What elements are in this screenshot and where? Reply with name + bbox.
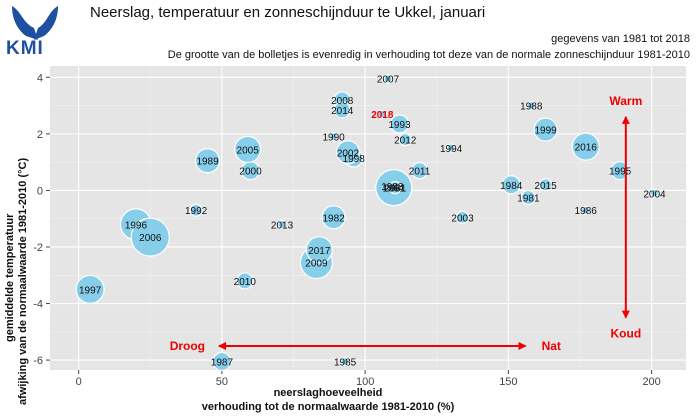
x-tick-label: 100	[356, 376, 374, 388]
data-point-label: 1981	[517, 193, 540, 204]
data-point-bubble	[389, 114, 410, 134]
data-point-bubble	[212, 351, 232, 372]
x-axis-subtitle: verhouding tot de normaalwaarde 1981-201…	[202, 401, 455, 413]
data-point-bubble	[526, 100, 536, 111]
data-point-label: 2001	[384, 184, 407, 195]
data-point-label: 2006	[139, 233, 162, 244]
data-point-label: 1995	[609, 167, 632, 178]
annotation-nat: Nat	[542, 339, 561, 353]
data-point-label: 1990	[322, 133, 345, 144]
data-point-bubble	[649, 188, 660, 198]
data-point-label: 1988	[520, 102, 543, 113]
data-point-label: 1984	[500, 181, 523, 192]
data-point-bubble	[329, 132, 339, 142]
x-axis-title: neerslaghoeveelheid	[274, 387, 383, 399]
data-point-bubble	[321, 205, 346, 230]
data-point-bubble	[335, 140, 361, 165]
data-point-label: 1986	[575, 206, 598, 217]
data-point-label: 2009	[305, 259, 328, 270]
chart-title: Neerslag, temperatuur en zonneschijnduur…	[90, 4, 486, 21]
data-point-bubble	[520, 189, 537, 206]
data-point-label: 1987	[211, 358, 234, 369]
data-point-bubble	[446, 143, 456, 153]
data-point-label: 2018	[371, 110, 394, 121]
data-point-label: 2012	[394, 136, 417, 147]
data-point-label: 2003	[451, 213, 474, 224]
chart-subtitle-bubble-note: De grootte van de bolletjes is evenredig…	[167, 49, 690, 61]
data-point-bubble	[305, 236, 333, 264]
data-point-label: 2008	[331, 96, 354, 107]
data-point-label: 1998	[343, 154, 366, 165]
x-tick-label: 150	[499, 376, 517, 388]
data-point-bubble	[398, 132, 412, 147]
y-tick-label: -6	[33, 355, 43, 367]
data-point-label: 1991	[383, 184, 406, 195]
data-point-label: 1982	[322, 213, 345, 224]
data-point-label: 2007	[377, 75, 400, 86]
data-point-bubble	[501, 175, 521, 195]
annotation-droog: Droog	[170, 339, 205, 353]
data-point-label: 1983	[381, 182, 404, 193]
data-point-bubble	[236, 272, 254, 290]
x-tick-label: 50	[216, 376, 228, 388]
data-point-label: 2011	[409, 167, 431, 178]
data-point-bubble	[383, 74, 393, 84]
y-tick-label: 2	[37, 129, 43, 141]
data-point-label: 2000	[239, 167, 262, 178]
y-tick-label: -4	[33, 299, 43, 311]
data-point-bubble	[234, 135, 262, 164]
data-point-label: 1993	[388, 120, 411, 131]
data-point-bubble	[539, 178, 553, 192]
data-point-label: 2014	[331, 106, 354, 117]
data-point-label: 1997	[79, 285, 102, 296]
data-point-bubble	[189, 203, 203, 217]
y-axis-title: gemiddelde temperatuur	[4, 213, 16, 342]
data-point-bubble	[388, 181, 402, 195]
annotation-koud: Koud	[611, 327, 642, 341]
data-point-label: 2010	[234, 277, 257, 288]
annotation-warm: Warm	[609, 94, 642, 108]
data-point-bubble	[533, 117, 558, 142]
data-point-label: 1992	[185, 206, 208, 217]
data-point-label: 2004	[643, 189, 666, 200]
data-point-label: 2005	[237, 145, 260, 156]
data-point-label: 2017	[308, 246, 331, 257]
data-point-label: 2013	[271, 220, 294, 231]
data-point-bubble	[277, 219, 287, 229]
kmi-logo-text: KMI	[6, 38, 44, 59]
data-point-bubble	[340, 356, 350, 367]
data-point-label: 2002	[337, 148, 360, 159]
data-point-bubble	[333, 101, 351, 119]
y-axis-title-block: gemiddelde temperatuur afwijking van de …	[4, 60, 44, 405]
data-point-label: 1999	[534, 126, 557, 137]
data-point-label: 1994	[440, 144, 463, 155]
data-point-label: 2016	[575, 143, 598, 154]
y-axis-subtitle: afwijking van de normaalwaarde 1981-2010…	[17, 157, 29, 405]
data-point-bubble	[75, 274, 105, 305]
chart-subtitle-period: gegevens van 1981 tot 2018	[551, 33, 690, 45]
x-tick-label: 0	[76, 376, 82, 388]
y-tick-label: -2	[33, 242, 43, 254]
data-point-bubble	[410, 162, 429, 180]
x-tick-label: 200	[642, 376, 660, 388]
data-point-label: 1985	[334, 358, 357, 369]
y-tick-label: 4	[37, 72, 43, 84]
y-tick-label: 0	[37, 185, 43, 197]
data-point-bubble	[581, 205, 591, 215]
data-point-label: 1996	[125, 220, 148, 231]
data-point-label: 2015	[534, 181, 557, 192]
data-point-bubble	[571, 132, 600, 161]
data-point-bubble	[455, 210, 470, 224]
data-point-bubble	[130, 217, 170, 257]
kmi-logo-icon	[12, 6, 58, 40]
data-point-label: 1989	[196, 157, 219, 168]
data-point-bubble	[194, 148, 221, 174]
data-point-bubble	[377, 109, 387, 119]
